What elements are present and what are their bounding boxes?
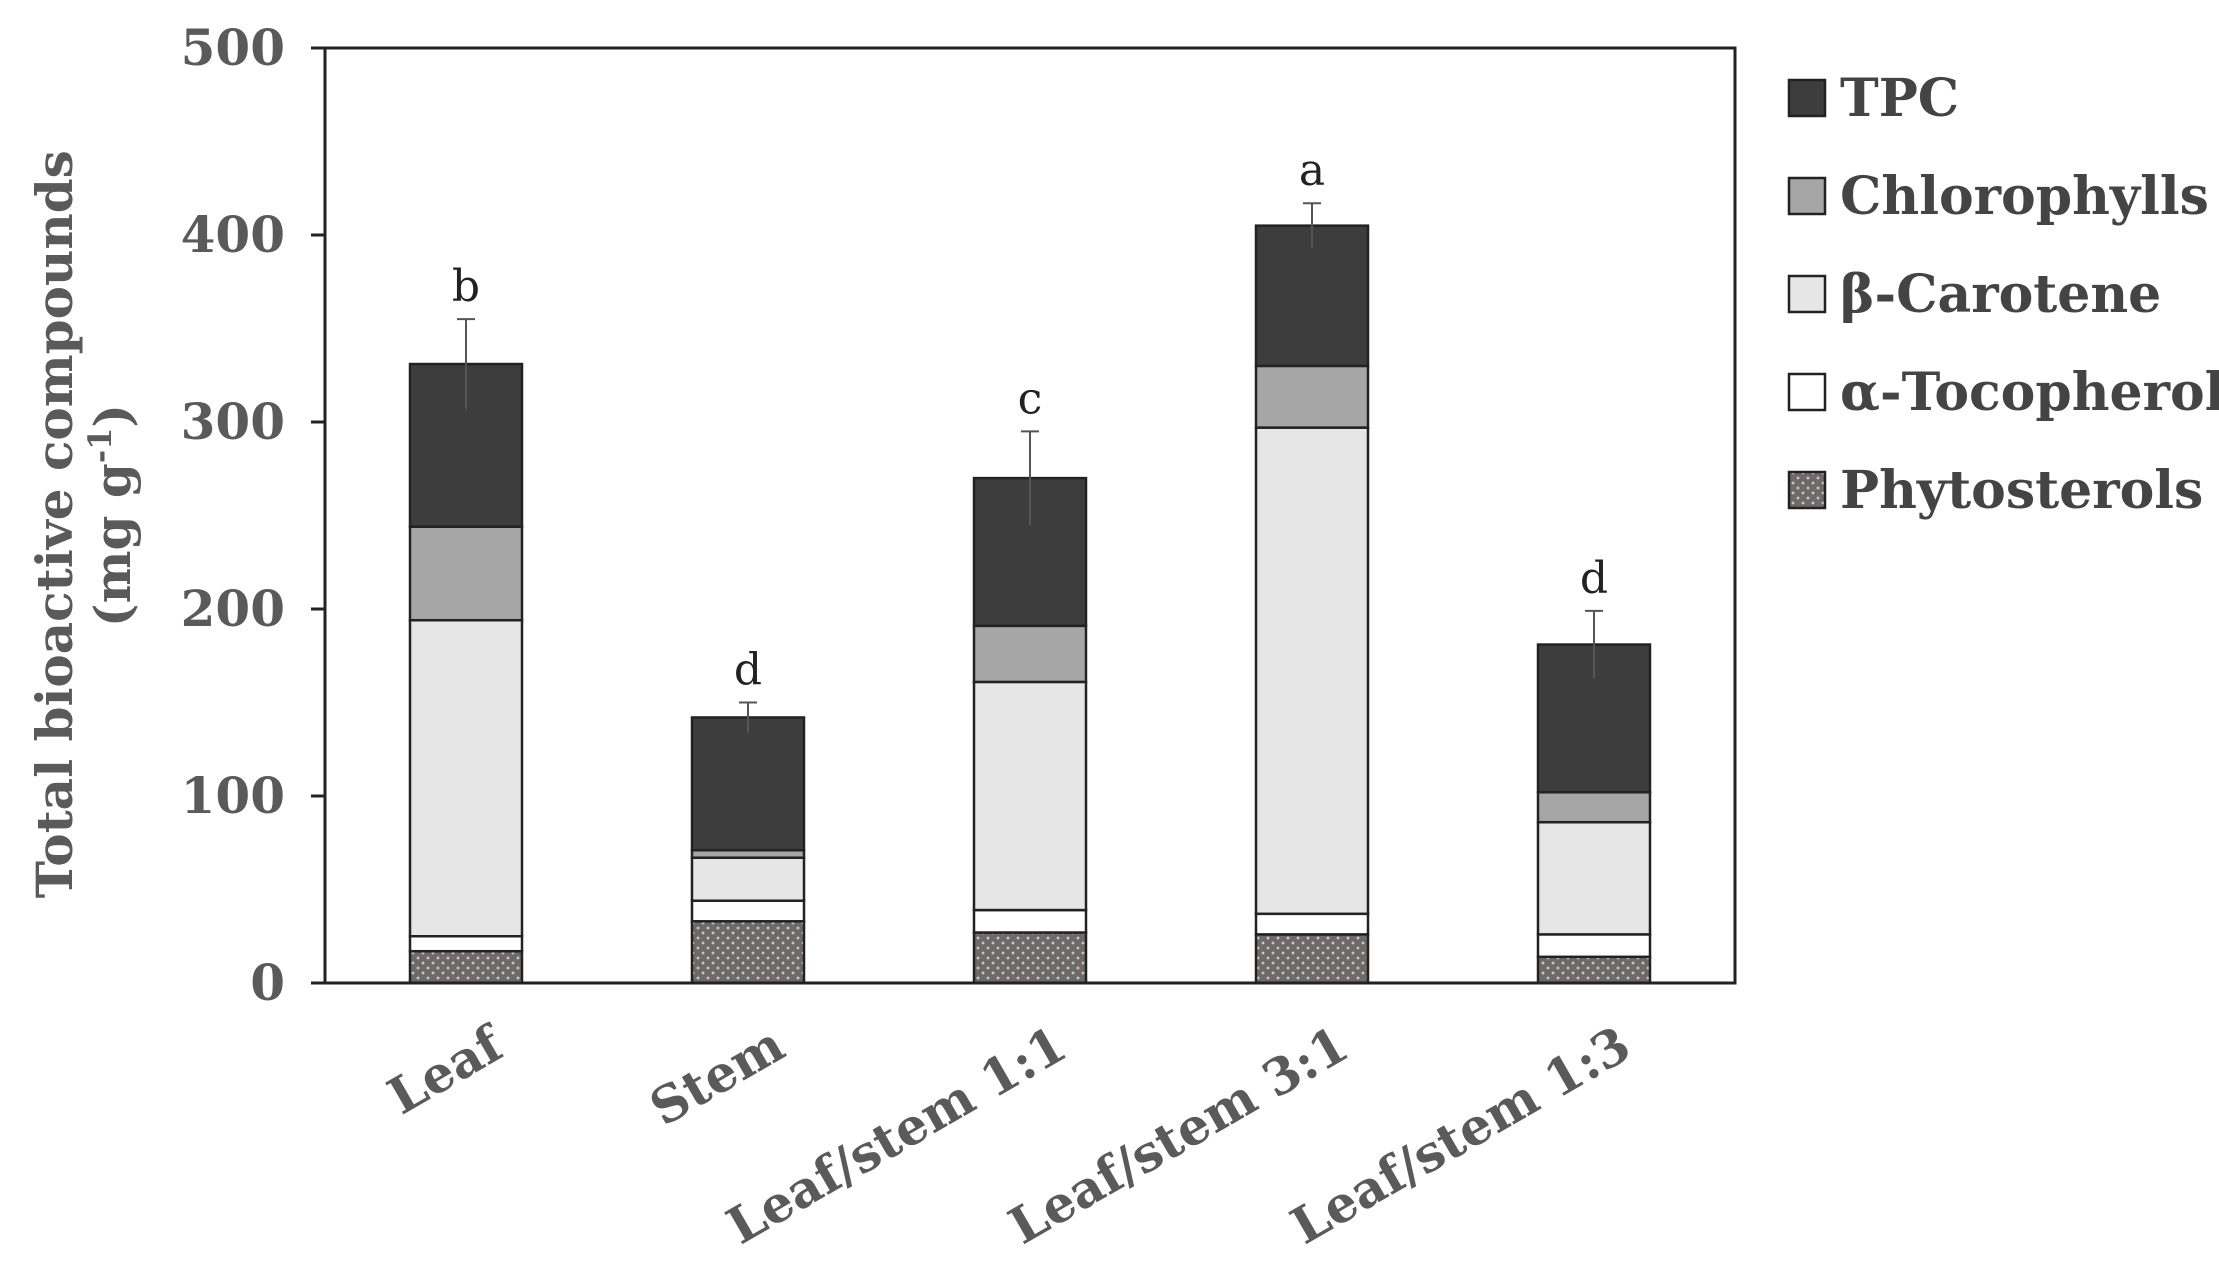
legend-label-2: β-Carotene xyxy=(1840,264,2161,325)
bar-segment-3-0 xyxy=(1254,933,1370,985)
bar-segment-2-0 xyxy=(972,931,1088,985)
y-axis-label: Total bioactive compounds (mg g-1) xyxy=(25,133,142,898)
y-tick-label-2: 200 xyxy=(181,579,285,638)
bar-segment-0-1 xyxy=(408,935,524,953)
significance-letter-2: c xyxy=(1018,373,1043,424)
legend-swatch-0 xyxy=(1787,78,1827,118)
legend: TPC Chlorophylls β-Carotene α-Tocopherol Phy… xyxy=(1787,68,2219,521)
legend-swatch-1 xyxy=(1787,176,1827,216)
bar-segment-1-2 xyxy=(690,856,806,902)
bars-layer xyxy=(408,224,1652,985)
bar-segment-3-2 xyxy=(1254,426,1370,916)
error-bars-layer xyxy=(457,202,1603,733)
bar-segment-2-3 xyxy=(972,624,1088,684)
bar-segment-3-3 xyxy=(1254,364,1370,429)
bar-segment-0-3 xyxy=(408,525,524,622)
legend-swatch-3 xyxy=(1787,372,1827,412)
y-axis-label-line-1: Total bioactive compounds xyxy=(25,150,84,898)
y-axis-label-line-2: (mg g-1) xyxy=(81,404,142,627)
y-tick-label-0: 0 xyxy=(250,953,285,1012)
y-tick-label-4: 400 xyxy=(181,205,285,264)
bar-segment-1-4 xyxy=(690,716,806,852)
bar-segment-1-1 xyxy=(690,899,806,923)
bar-segment-4-0 xyxy=(1536,955,1652,985)
legend-label-4: Phytosterols xyxy=(1840,460,2203,521)
legend-label-1: Chlorophylls xyxy=(1840,166,2209,227)
y-tick-label-5: 500 xyxy=(181,18,285,77)
significance-letter-3: a xyxy=(1299,145,1325,196)
bar-segment-4-1 xyxy=(1536,933,1652,959)
category-label-0: Leaf xyxy=(378,1013,515,1126)
legend-label-3: α-Tocopherol xyxy=(1840,362,2219,423)
significance-letter-1: d xyxy=(734,645,762,696)
bar-segment-2-1 xyxy=(972,908,1088,934)
bar-segment-2-2 xyxy=(972,680,1088,912)
y-axis-ticks: 0 100 200 300 400 500 xyxy=(181,18,325,1012)
y-tick-label-1: 100 xyxy=(181,766,285,825)
bar-segment-0-0 xyxy=(408,949,524,985)
bar-segment-4-2 xyxy=(1536,820,1652,936)
significance-letter-0: b xyxy=(452,261,480,312)
significance-letter-4: d xyxy=(1580,553,1608,604)
legend-swatch-2 xyxy=(1787,274,1827,314)
category-label-1: Stem xyxy=(640,1014,794,1137)
bar-segment-3-1 xyxy=(1254,912,1370,936)
plot-area-frame xyxy=(323,46,1737,985)
significance-letters: b d c a d xyxy=(452,145,1608,695)
legend-swatch-4 xyxy=(1787,470,1827,510)
bar-segment-1-0 xyxy=(690,920,806,985)
bar-segment-0-2 xyxy=(408,618,524,938)
legend-label-0: TPC xyxy=(1840,68,1959,129)
y-tick-label-3: 300 xyxy=(181,392,285,451)
bar-segment-4-3 xyxy=(1536,791,1652,824)
